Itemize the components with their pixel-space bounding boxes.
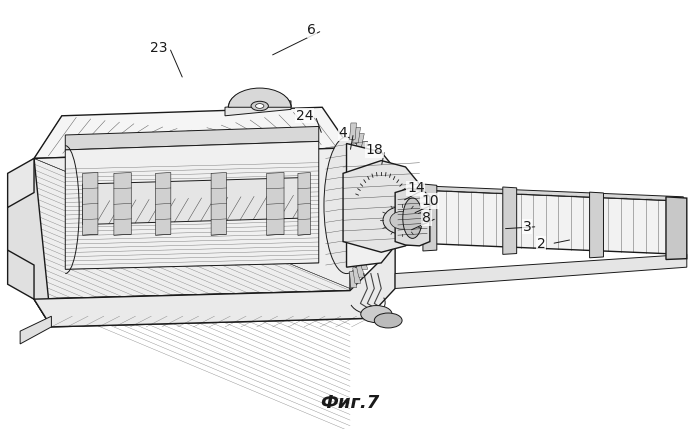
Polygon shape [65,141,318,269]
Polygon shape [364,173,375,180]
Ellipse shape [402,198,422,238]
Ellipse shape [256,104,264,108]
Ellipse shape [251,101,268,111]
Text: 23: 23 [150,41,168,54]
Polygon shape [83,172,98,235]
Polygon shape [358,141,368,154]
Ellipse shape [360,305,392,323]
Polygon shape [423,184,437,251]
Text: 3: 3 [523,219,531,234]
Polygon shape [349,123,356,140]
Polygon shape [225,101,291,116]
Polygon shape [363,240,373,249]
Text: 2: 2 [537,237,545,251]
Polygon shape [346,143,398,267]
Polygon shape [20,316,51,344]
Polygon shape [666,197,687,260]
Polygon shape [503,187,517,254]
Polygon shape [366,199,377,200]
Polygon shape [211,172,226,235]
Wedge shape [228,88,291,107]
Polygon shape [34,246,395,327]
Ellipse shape [324,137,369,273]
Polygon shape [267,172,284,235]
Text: 10: 10 [421,194,439,208]
Polygon shape [155,172,171,235]
Text: 8: 8 [422,211,430,225]
Polygon shape [395,254,687,289]
Ellipse shape [383,206,421,234]
Polygon shape [349,271,356,288]
Polygon shape [34,291,368,327]
Polygon shape [365,221,377,225]
Polygon shape [589,192,603,258]
Text: Фиг.7: Фиг.7 [321,394,379,412]
Polygon shape [34,148,350,299]
Polygon shape [343,161,419,252]
Polygon shape [8,159,34,207]
Ellipse shape [374,313,402,328]
Text: 18: 18 [365,143,383,157]
Polygon shape [298,172,310,235]
Polygon shape [365,186,377,190]
Polygon shape [360,151,371,162]
Polygon shape [8,159,51,327]
Text: 24: 24 [296,109,314,123]
Polygon shape [65,127,318,150]
Polygon shape [356,133,364,148]
Polygon shape [8,250,34,299]
Polygon shape [358,257,368,269]
Polygon shape [114,172,132,235]
Polygon shape [395,188,683,254]
Polygon shape [353,268,360,283]
Polygon shape [395,184,683,201]
Text: 14: 14 [407,181,425,195]
Ellipse shape [390,211,414,229]
Text: 6: 6 [307,23,316,38]
Polygon shape [356,263,364,277]
Polygon shape [34,107,350,159]
Polygon shape [83,178,302,225]
Polygon shape [395,188,430,246]
Polygon shape [366,210,377,212]
Polygon shape [364,231,375,237]
Polygon shape [360,249,371,260]
Polygon shape [353,127,360,143]
Text: 4: 4 [339,126,347,140]
Polygon shape [363,162,373,170]
